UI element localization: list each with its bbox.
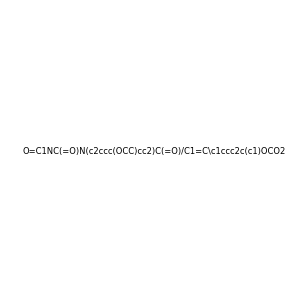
Text: O=C1NC(=O)N(c2ccc(OCC)cc2)C(=O)/C1=C\c1ccc2c(c1)OCO2: O=C1NC(=O)N(c2ccc(OCC)cc2)C(=O)/C1=C\c1c… xyxy=(22,147,285,156)
